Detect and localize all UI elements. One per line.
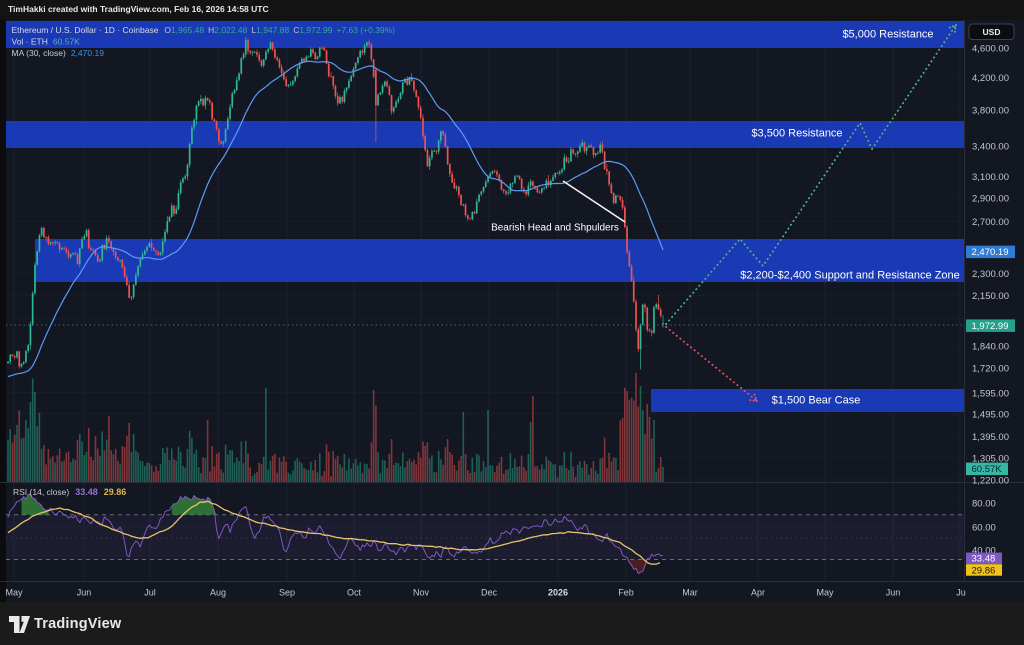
- svg-text:2,150.00: 2,150.00: [972, 291, 1009, 302]
- svg-text:1,840.00: 1,840.00: [972, 342, 1009, 353]
- svg-text:May: May: [816, 588, 834, 598]
- svg-text:Ju: Ju: [956, 588, 966, 598]
- svg-text:$1,500 Bear Case: $1,500 Bear Case: [772, 395, 861, 407]
- svg-text:Aug: Aug: [210, 588, 226, 598]
- svg-text:Feb: Feb: [618, 588, 634, 598]
- svg-text:1,220.00: 1,220.00: [972, 476, 1009, 487]
- svg-text:Apr: Apr: [751, 588, 765, 598]
- svg-text:2,470.19: 2,470.19: [972, 247, 1009, 258]
- svg-text:3,100.00: 3,100.00: [972, 172, 1009, 183]
- svg-text:2026: 2026: [548, 588, 568, 598]
- svg-text:USD: USD: [983, 27, 1001, 37]
- svg-text:3,800.00: 3,800.00: [972, 106, 1009, 117]
- svg-text:MA (30, close)2,470.19: MA (30, close) 2,470.19: [12, 48, 105, 58]
- svg-text:4,600.00: 4,600.00: [972, 43, 1009, 54]
- svg-text:1,595.00: 1,595.00: [972, 388, 1009, 399]
- svg-text:1,720.00: 1,720.00: [972, 364, 1009, 375]
- svg-text:4,200.00: 4,200.00: [972, 73, 1009, 84]
- svg-text:May: May: [5, 588, 23, 598]
- svg-text:Mar: Mar: [682, 588, 698, 598]
- svg-text:Jun: Jun: [77, 588, 92, 598]
- svg-text:Dec: Dec: [481, 588, 498, 598]
- svg-text:40.00: 40.00: [972, 545, 996, 556]
- svg-text:$2,200-$2,400 Support and Resi: $2,200-$2,400 Support and Resistance Zon…: [740, 270, 960, 282]
- svg-text:29.86: 29.86: [972, 565, 996, 576]
- svg-text:3,400.00: 3,400.00: [972, 142, 1009, 153]
- svg-text:1,305.00: 1,305.00: [972, 454, 1009, 465]
- svg-text:60.57K: 60.57K: [972, 464, 1003, 475]
- svg-text:33.48: 33.48: [972, 554, 996, 565]
- svg-text:$5,000 Resistance: $5,000 Resistance: [842, 29, 933, 41]
- svg-text:1,395.00: 1,395.00: [972, 432, 1009, 443]
- svg-text:Jul: Jul: [144, 588, 156, 598]
- svg-text:2,900.00: 2,900.00: [972, 194, 1009, 205]
- svg-text:Ethereum / U.S. Dollar · 1D ·: Ethereum / U.S. Dollar · 1D · Coinbase O1…: [12, 25, 396, 35]
- svg-text:60.00: 60.00: [972, 522, 996, 533]
- svg-text:Bearish Head and Shpulders: Bearish Head and Shpulders: [491, 223, 619, 234]
- svg-text:Oct: Oct: [347, 588, 362, 598]
- svg-text:$3,500 Resistance: $3,500 Resistance: [751, 128, 842, 140]
- svg-text:Sep: Sep: [279, 588, 295, 598]
- svg-text:Jun: Jun: [886, 588, 901, 598]
- svg-text:80.00: 80.00: [972, 499, 996, 510]
- svg-text:Nov: Nov: [413, 588, 430, 598]
- svg-text:1,495.00: 1,495.00: [972, 409, 1009, 420]
- svg-text:1,972.99: 1,972.99: [972, 321, 1009, 332]
- svg-text:2,300.00: 2,300.00: [972, 269, 1009, 280]
- svg-text:2,700.00: 2,700.00: [972, 217, 1009, 228]
